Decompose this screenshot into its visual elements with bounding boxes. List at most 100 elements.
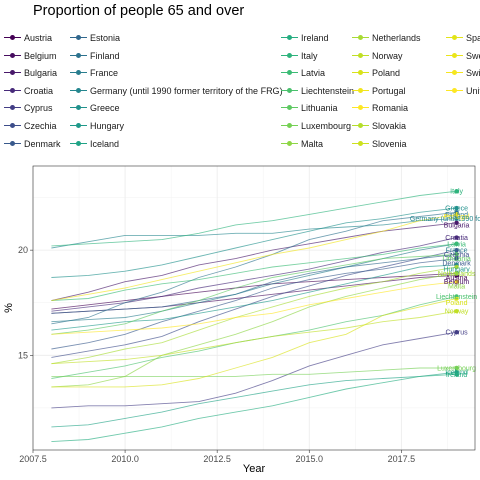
legend-item-cyprus: Cyprus	[4, 100, 53, 116]
legend-label: Slovenia	[372, 138, 407, 149]
series-point-portugal	[454, 212, 459, 217]
legend-key	[70, 65, 87, 81]
legend-key	[70, 48, 87, 64]
x-tick-label: 2007.5	[19, 454, 47, 464]
legend-item-ireland: Ireland	[281, 30, 329, 46]
legend-label: Lithuania	[301, 103, 338, 114]
legend-item-estonia: Estonia	[70, 30, 120, 46]
legend-key	[4, 83, 21, 99]
legend-item-latvia: Latvia	[281, 65, 325, 81]
end-label-liechtenstein: Liechtenstein	[436, 294, 477, 301]
series-line-malta	[51, 272, 457, 388]
legend-item-malta: Malta	[281, 136, 323, 152]
legend-label: Denmark	[24, 138, 61, 149]
series-line-portugal	[51, 213, 457, 302]
series-point-lithuania	[454, 252, 459, 257]
legend-label: France	[90, 68, 119, 79]
legend-key	[446, 48, 463, 64]
series-line-bulgaria	[51, 222, 457, 302]
legend-item-bulgaria: Bulgaria	[4, 65, 57, 81]
legend-key	[352, 136, 369, 152]
legend-label: Germany (until 1990 former territory of …	[90, 85, 283, 96]
legend-item-luxembourg: Luxembourg	[281, 118, 351, 134]
series-line-luxembourg	[51, 367, 457, 377]
legend-key	[4, 65, 21, 81]
legend-label: Spa	[466, 33, 480, 43]
legend-item-portugal: Portugal	[352, 83, 406, 99]
legend-key	[281, 83, 298, 99]
series-line-poland	[51, 298, 457, 388]
legend-key	[281, 48, 298, 64]
end-label-iceland: Iceland	[445, 370, 468, 377]
legend-item-finland: Finland	[70, 48, 120, 64]
y-tick-label: 15	[18, 350, 28, 360]
legend-key	[70, 100, 87, 116]
series-point-malta	[454, 271, 459, 276]
end-label-ireland: Ireland	[446, 372, 468, 379]
series-point-croatia	[454, 235, 459, 240]
end-label-norway: Norway	[445, 309, 469, 316]
legend-label: Estonia	[90, 33, 121, 43]
legend-item-italy: Italy	[281, 48, 318, 64]
end-label-denmark: Denmark	[442, 260, 471, 267]
series-line-france	[51, 243, 457, 323]
legend-label: Liechtenstein	[301, 85, 355, 96]
legend-key	[4, 136, 21, 152]
series-point-bulgaria	[454, 220, 459, 225]
end-label-czechia: Czechia	[444, 252, 469, 259]
series-line-estonia	[51, 253, 457, 314]
series-line-lithuania	[51, 253, 457, 335]
legend-label: Malta	[301, 138, 324, 149]
series-line-germany-until-1990-former-territory-of-the-frg	[51, 218, 457, 249]
legend-label: Bulgaria	[24, 68, 58, 79]
series-point-germany-until-1990-former-territory-of-the-frg	[454, 216, 459, 221]
series-point-czechia	[454, 247, 459, 253]
end-label-poland: Poland	[446, 300, 468, 307]
legend-item-romania: Romania	[352, 100, 408, 116]
legend-label: Czechia	[24, 121, 57, 131]
end-label-bulgaria: Bulgaria	[444, 222, 470, 229]
legend-item-poland: Poland	[352, 65, 400, 81]
legend-key	[281, 30, 298, 46]
legend-item-france: France	[70, 65, 118, 81]
series-point-cyprus	[454, 329, 459, 335]
end-label-austria: Austria	[446, 275, 468, 282]
series-point-italy	[454, 189, 459, 194]
legend-item-austria: Austria	[4, 30, 52, 46]
legend-key	[281, 65, 298, 81]
legend: Austria Belgium Bulgaria Croatia Cyprus Czech…	[0, 0, 480, 160]
legend-key	[4, 48, 21, 64]
legend-item-slovenia: Slovenia	[352, 136, 407, 152]
legend-label: Hungary	[90, 121, 125, 131]
series-lines	[51, 190, 457, 443]
legend-item-slovakia: Slovakia	[352, 118, 406, 134]
end-label-italy: Italy	[450, 189, 463, 196]
legend-key	[281, 136, 298, 152]
series-line-greece	[51, 207, 457, 278]
end-label-latvia: Latvia	[447, 241, 466, 248]
legend-label: Iceland	[90, 138, 120, 149]
series-line-latvia	[51, 243, 457, 302]
series-line-norway	[51, 310, 457, 365]
x-tick-label: 2015.0	[295, 454, 323, 464]
legend-key	[352, 48, 369, 64]
legend-key	[281, 118, 298, 134]
legend-label: Latvia	[301, 68, 326, 79]
legend-item-netherlands: Netherlands	[352, 30, 421, 46]
legend-key	[281, 100, 298, 116]
end-label-portugal: Portugal	[444, 214, 471, 221]
series-line-czechia	[51, 249, 457, 358]
legend-item-unit: Unit	[446, 83, 480, 99]
end-label-cyprus: Cyprus	[445, 330, 468, 337]
legend-label: Ireland	[301, 33, 329, 43]
series-line-finland	[51, 211, 457, 325]
end-label-lithuania: Lithuania	[442, 256, 471, 263]
end-label-belgium: Belgium	[444, 279, 469, 286]
end-label-germany-until-1990-former-te: Germany (until 1990 former te	[410, 216, 480, 223]
series-point-netherlands	[454, 264, 459, 270]
end-label-hungary: Hungary	[443, 267, 470, 274]
legend-item-liechtenstein: Liechtenstein	[281, 83, 354, 99]
legend-label: Swit	[466, 68, 480, 79]
legend-label: Unit	[466, 85, 480, 96]
